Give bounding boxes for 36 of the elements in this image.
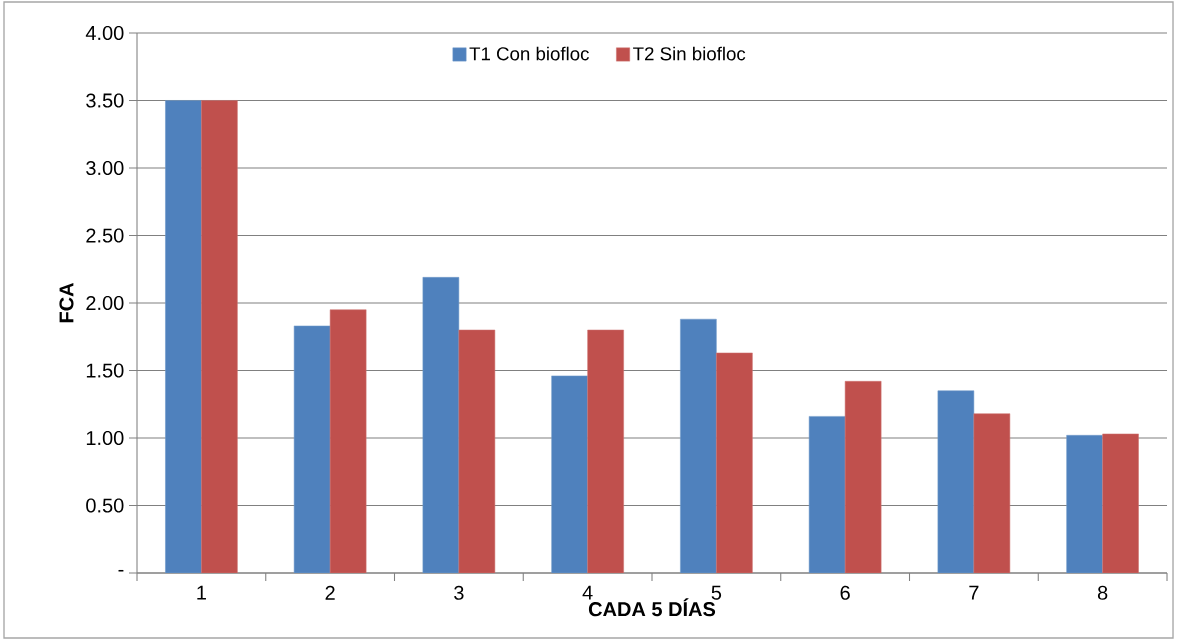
legend-label: T1 Con biofloc — [469, 46, 589, 61]
bar — [293, 325, 331, 573]
y-tick-label: 0.50 — [86, 498, 124, 513]
y-tick-label: - — [118, 569, 124, 572]
bar — [973, 413, 1011, 573]
bar — [680, 318, 717, 573]
bar — [716, 352, 753, 573]
x-tick-label: 5 — [711, 585, 722, 600]
x-tick-label: 8 — [1097, 585, 1108, 600]
y-tick-label: 1.00 — [86, 430, 124, 446]
x-tick-label: 2 — [325, 585, 335, 600]
x-tick-label: 3 — [454, 585, 464, 600]
x-tick-label: 1 — [197, 585, 206, 600]
y-axis-title: FCA — [59, 282, 74, 323]
bar — [165, 100, 202, 573]
bar — [808, 416, 846, 573]
y-tick-label: 3.00 — [86, 160, 124, 176]
bar — [587, 329, 624, 573]
bar — [329, 309, 367, 573]
bar — [458, 329, 496, 573]
x-tick-label: 7 — [969, 585, 979, 600]
x-tick-label: 6 — [840, 585, 850, 600]
bar — [551, 375, 588, 573]
y-tick-label: 1.50 — [86, 363, 124, 378]
bar — [844, 381, 882, 573]
y-tick-label: 2.00 — [86, 295, 124, 311]
y-tick-label: 2.50 — [86, 228, 124, 243]
y-tick-label: 3.50 — [86, 93, 124, 108]
bar — [1066, 435, 1103, 573]
bar — [422, 277, 460, 573]
bar — [937, 390, 975, 573]
y-tick-label: 4.00 — [85, 25, 124, 41]
x-tick-label: 4 — [582, 585, 593, 600]
bar — [1102, 433, 1139, 573]
bar — [201, 100, 238, 573]
legend-label: T2 Sin biofloc — [633, 46, 746, 61]
